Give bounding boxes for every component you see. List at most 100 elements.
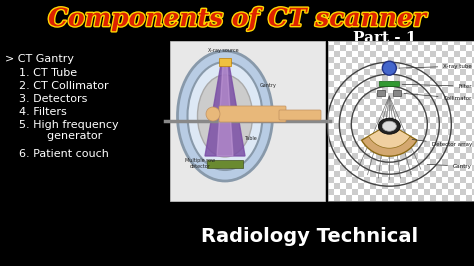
Bar <box>400 41 406 45</box>
Bar <box>382 51 388 57</box>
Bar <box>406 63 412 69</box>
Bar <box>400 105 406 111</box>
Bar <box>412 75 418 81</box>
Bar <box>418 105 424 111</box>
Bar <box>454 93 460 99</box>
Bar <box>358 123 364 129</box>
Bar <box>460 177 466 183</box>
Bar <box>364 45 370 51</box>
Bar <box>376 117 382 123</box>
Ellipse shape <box>383 121 396 131</box>
Bar <box>430 123 436 129</box>
Bar <box>388 63 394 69</box>
Bar <box>406 123 412 129</box>
Bar <box>424 159 430 165</box>
Bar <box>418 69 424 75</box>
Bar <box>454 87 460 93</box>
Bar <box>400 75 406 81</box>
Bar <box>382 177 388 183</box>
Bar <box>430 171 436 177</box>
Bar <box>436 41 442 45</box>
Bar <box>460 123 466 129</box>
Bar <box>472 165 474 171</box>
Bar <box>436 75 442 81</box>
Bar <box>388 171 394 177</box>
Bar <box>406 87 412 93</box>
Bar <box>412 141 418 147</box>
Text: Gantry: Gantry <box>260 84 277 89</box>
Bar <box>424 57 430 63</box>
Bar <box>412 165 418 171</box>
Bar <box>382 105 388 111</box>
Bar <box>364 177 370 183</box>
Text: Detector array: Detector array <box>412 140 472 147</box>
Bar <box>406 171 412 177</box>
Bar <box>328 75 334 81</box>
Bar <box>394 189 400 195</box>
Bar <box>466 183 472 189</box>
Bar <box>377 90 385 96</box>
Bar <box>376 69 382 75</box>
Bar <box>370 111 376 117</box>
Bar <box>352 177 358 183</box>
Bar <box>472 51 474 57</box>
Bar <box>334 183 340 189</box>
Bar <box>436 57 442 63</box>
Bar <box>340 75 346 81</box>
Bar <box>430 69 436 75</box>
Bar <box>328 41 334 45</box>
Bar <box>454 183 460 189</box>
Bar <box>442 189 448 195</box>
Bar <box>334 93 340 99</box>
Bar <box>430 41 436 45</box>
Bar <box>382 171 388 177</box>
Bar <box>466 51 472 57</box>
Bar <box>376 57 382 63</box>
Bar <box>466 141 472 147</box>
Ellipse shape <box>378 118 401 134</box>
Bar <box>358 171 364 177</box>
Bar <box>334 105 340 111</box>
Bar <box>379 81 399 86</box>
Bar <box>472 41 474 45</box>
Bar <box>388 195 394 201</box>
Bar <box>364 111 370 117</box>
Bar <box>328 87 334 93</box>
Bar <box>358 165 364 171</box>
Bar <box>424 147 430 153</box>
FancyBboxPatch shape <box>279 110 321 120</box>
Bar <box>346 45 352 51</box>
Bar <box>376 75 382 81</box>
Text: Multiple row
detector: Multiple row detector <box>185 158 215 169</box>
Bar <box>370 171 376 177</box>
Bar <box>472 87 474 93</box>
Bar <box>454 57 460 63</box>
Bar <box>358 141 364 147</box>
Bar <box>394 183 400 189</box>
Bar <box>352 57 358 63</box>
Bar <box>448 41 454 45</box>
Bar <box>418 75 424 81</box>
Bar <box>466 153 472 159</box>
Text: Components of CT scanner: Components of CT scanner <box>48 7 426 31</box>
Bar <box>346 195 352 201</box>
Bar <box>364 171 370 177</box>
Bar <box>460 63 466 69</box>
Bar <box>472 171 474 177</box>
Bar <box>358 81 364 87</box>
Bar <box>436 63 442 69</box>
Bar <box>436 195 442 201</box>
Text: 1. CT Tube: 1. CT Tube <box>5 68 77 78</box>
Bar <box>466 189 472 195</box>
Bar <box>430 135 436 141</box>
Bar <box>346 69 352 75</box>
Bar <box>328 195 334 201</box>
Bar <box>334 117 340 123</box>
Bar <box>418 153 424 159</box>
Bar <box>376 81 382 87</box>
Bar <box>358 75 364 81</box>
Bar <box>424 87 430 93</box>
Bar <box>352 153 358 159</box>
Bar <box>207 160 243 168</box>
Bar <box>412 69 418 75</box>
